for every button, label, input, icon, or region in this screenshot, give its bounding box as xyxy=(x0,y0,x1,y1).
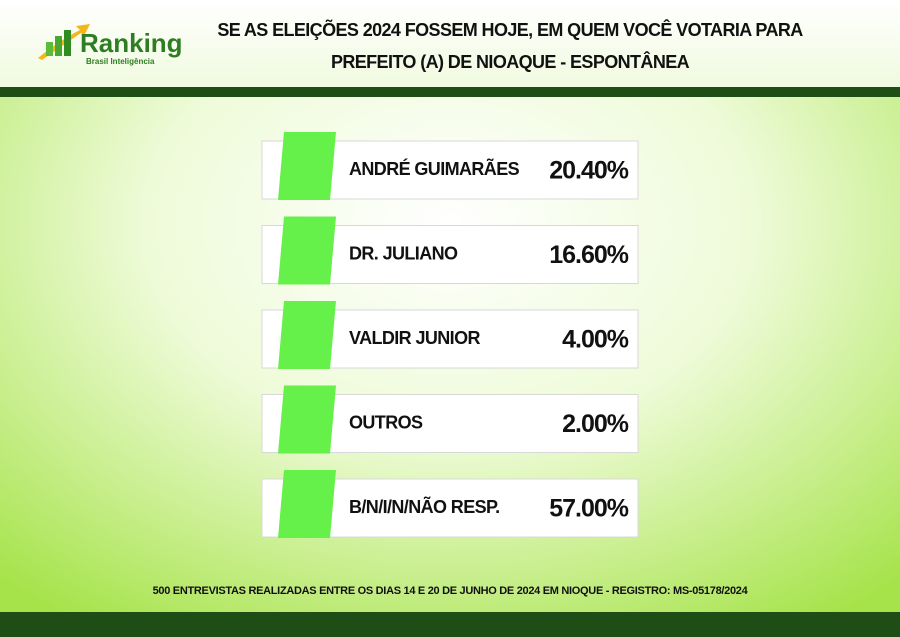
logo-tagline: Brasil Inteligência xyxy=(86,57,155,66)
logo-name: Ranking xyxy=(80,28,183,58)
title: SE AS ELEIÇÕES 2024 FOSSEM HOJE, EM QUEM… xyxy=(217,19,803,40)
candidate-value: 2.00% xyxy=(562,410,629,438)
row-accent xyxy=(278,301,336,369)
candidate-name: B/N/I/N/NÃO RESP. xyxy=(349,496,500,517)
header-stripe xyxy=(0,87,900,97)
footer-note: 500 ENTREVISTAS REALIZADAS ENTRE OS DIAS… xyxy=(153,585,749,597)
row-accent xyxy=(278,470,336,538)
logo-bar xyxy=(55,36,62,56)
candidate-value: 57.00% xyxy=(549,495,629,523)
logo-bar xyxy=(46,42,53,56)
row-accent xyxy=(278,385,336,454)
logo-bar xyxy=(64,30,71,56)
footer-stripe xyxy=(0,612,900,637)
candidate-value: 4.00% xyxy=(562,326,629,354)
candidate-value: 20.40% xyxy=(549,157,629,185)
row-accent xyxy=(278,132,336,200)
candidate-name: DR. JULIANO xyxy=(349,243,458,263)
candidate-name: OUTROS xyxy=(349,412,423,432)
candidate-name: ANDRÉ GUIMARÃES xyxy=(349,158,520,179)
candidate-value: 16.60% xyxy=(549,241,629,269)
header-band xyxy=(0,0,900,87)
title: PREFEITO (A) DE NIOAQUE - ESPONTÂNEA xyxy=(331,51,690,72)
rows: ANDRÉ GUIMARÃES 20.40% DR. JULIANO 16.60% VA… xyxy=(261,132,639,538)
candidate-name: VALDIR JUNIOR xyxy=(349,328,480,348)
logo: Ranking Brasil Inteligência xyxy=(38,24,183,66)
row-accent xyxy=(278,216,336,285)
